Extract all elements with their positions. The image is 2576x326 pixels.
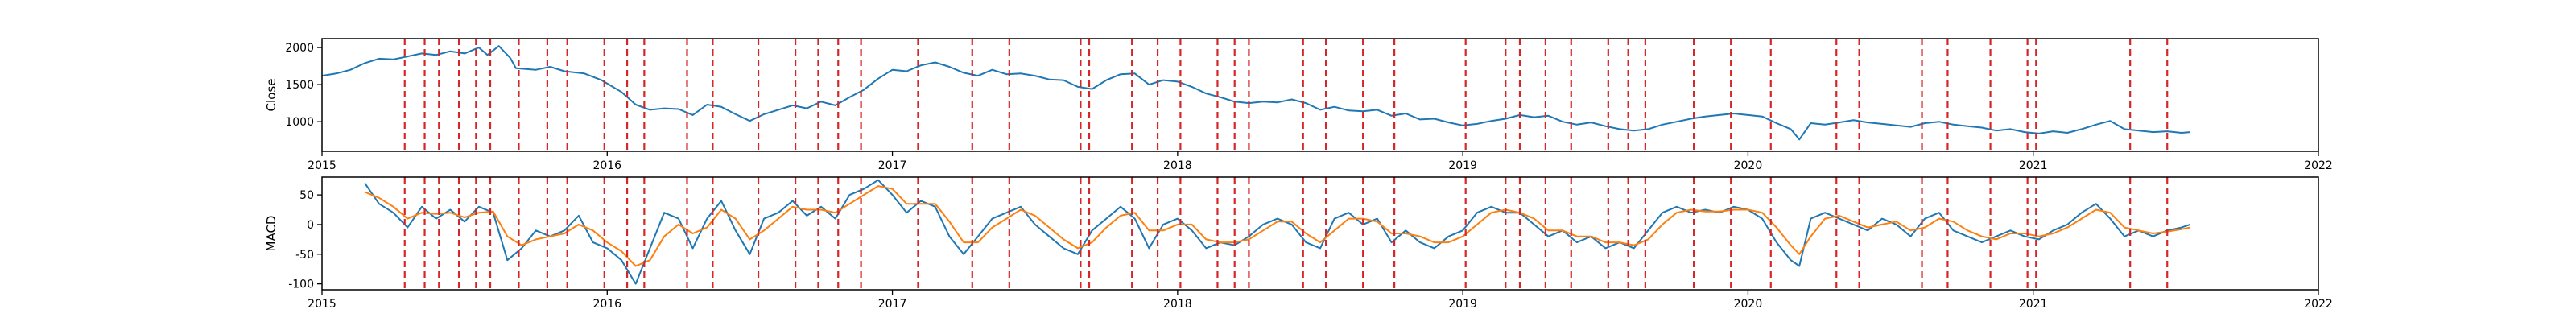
close-panel: 1000 1500 2000 2015 2016 2017 2018 2019 2020 2021… — [264, 38, 2333, 172]
close-x-tick-label: 2015 — [308, 159, 336, 172]
close-y-tick-label: 2000 — [285, 42, 314, 55]
macd-y-axis-label: MACD — [264, 216, 279, 252]
close-close-line — [322, 45, 2190, 141]
macd-x-tick-label: 2015 — [308, 298, 336, 311]
close-x-tick-label: 2022 — [2304, 159, 2333, 172]
macd-y-tick-label: 50 — [299, 189, 314, 202]
macd-y-tick-label: -100 — [288, 279, 314, 291]
macd-x-tick-label: 2022 — [2304, 298, 2333, 311]
close-y-tick-label: 1500 — [285, 79, 314, 92]
macd-x-tick-label: 2016 — [592, 298, 621, 311]
macd-y-tick-label: 0 — [307, 219, 314, 232]
macd-axes-frame — [321, 176, 2319, 291]
macd-x-tick-label: 2020 — [1734, 298, 1763, 311]
macd-panel: -100 -50 0 50 2015 2016 2017 2018 2019 2020 2021 20… — [264, 176, 2333, 311]
close-x-tick-label: 2021 — [2019, 159, 2048, 172]
macd-x-tick-label: 2019 — [1448, 298, 1477, 311]
close-x-tick-label: 2017 — [878, 159, 907, 172]
macd-x-tick-label: 2021 — [2019, 298, 2048, 311]
close-x-tick-label: 2018 — [1163, 159, 1192, 172]
close-y-axis-label: Close — [264, 79, 279, 112]
macd-macd-line — [364, 179, 2190, 285]
close-x-tick-label: 2019 — [1448, 159, 1477, 172]
close-x-tick-label: 2016 — [592, 159, 621, 172]
macd-signal-line — [364, 185, 2190, 267]
macd-x-tick-label: 2017 — [878, 298, 907, 311]
close-x-tick-label: 2020 — [1734, 159, 1763, 172]
macd-y-tick-label: -50 — [295, 249, 314, 262]
close-axes-frame — [321, 38, 2319, 152]
close-y-tick-label: 1000 — [285, 116, 314, 129]
macd-x-tick-label: 2018 — [1163, 298, 1192, 311]
